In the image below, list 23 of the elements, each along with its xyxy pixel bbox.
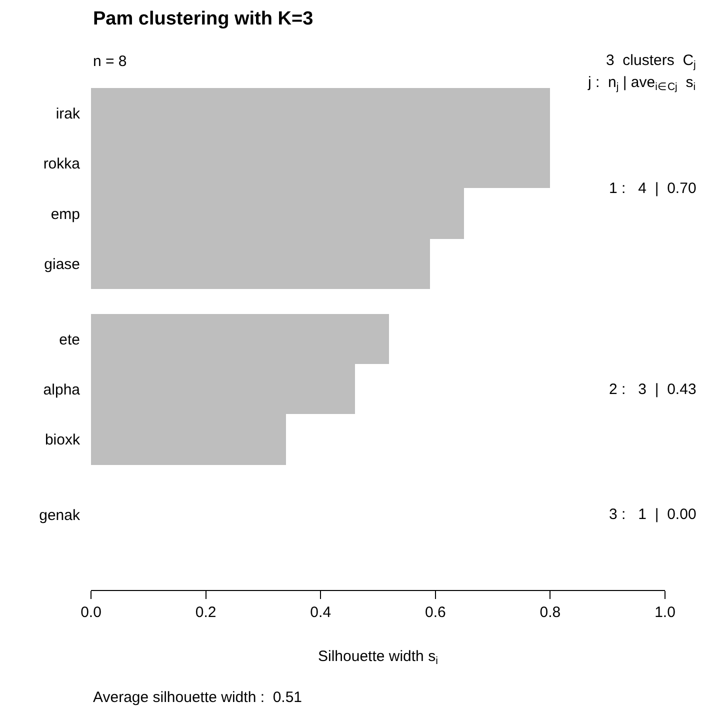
y-tick-label: emp xyxy=(50,206,80,223)
x-axis-title: Silhouette width s$_{i}$ xyxy=(318,648,438,668)
y-tick-label: bioxk xyxy=(44,432,80,449)
text: 3 clusters C$_{j}$ xyxy=(606,52,696,72)
text: n = 8 xyxy=(93,53,127,70)
y-tick-label: giase xyxy=(44,256,80,273)
x-tick-label: 0.6 xyxy=(424,604,446,621)
y-tick-label: rokka xyxy=(43,156,81,173)
y-tick-label: irak xyxy=(56,105,80,122)
annotation: 3 : 1 | 0.00 xyxy=(609,506,696,523)
chart-title: Pam clustering with K=3 xyxy=(93,8,314,30)
text: Average silhouette width : 0.51 xyxy=(93,689,302,706)
x-tick-label: 0.4 xyxy=(310,604,332,621)
annotation: 2 : 3 | 0.43 xyxy=(609,381,696,398)
y-tick-label: genak xyxy=(39,506,80,524)
annotation: 1 : 4 | 0.70 xyxy=(609,180,696,197)
x-tick-label: 0.0 xyxy=(80,604,102,621)
x-tick-label: 0.2 xyxy=(195,604,216,621)
x-tick-label: 1.0 xyxy=(654,604,676,621)
x-tick-label: 0.8 xyxy=(540,604,561,621)
text: j : n$_{j}$ | ave$_{i∈Cj}$ s$_{i}$ xyxy=(587,74,696,94)
y-tick-label: ete xyxy=(59,331,80,348)
y-tick-label: alpha xyxy=(43,381,81,398)
